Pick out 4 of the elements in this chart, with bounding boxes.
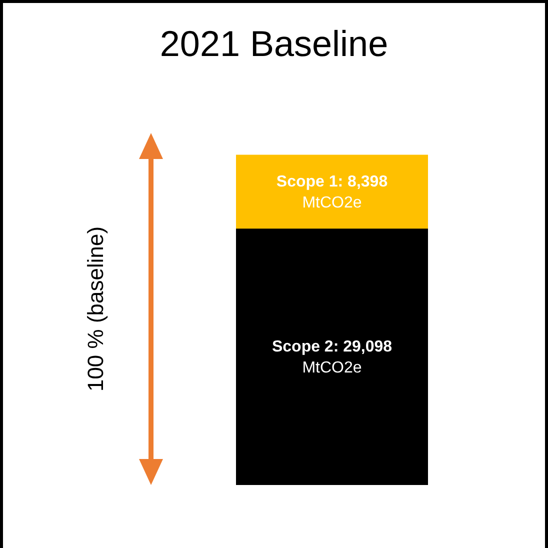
data-label: Scope 1: 8,398 MtCO2e [276,173,388,212]
data-label: Scope 2: 29,098 MtCO2e [272,338,392,376]
chart-title: 2021 Baseline [160,22,388,64]
text: 100 % (baseline) [83,226,108,392]
